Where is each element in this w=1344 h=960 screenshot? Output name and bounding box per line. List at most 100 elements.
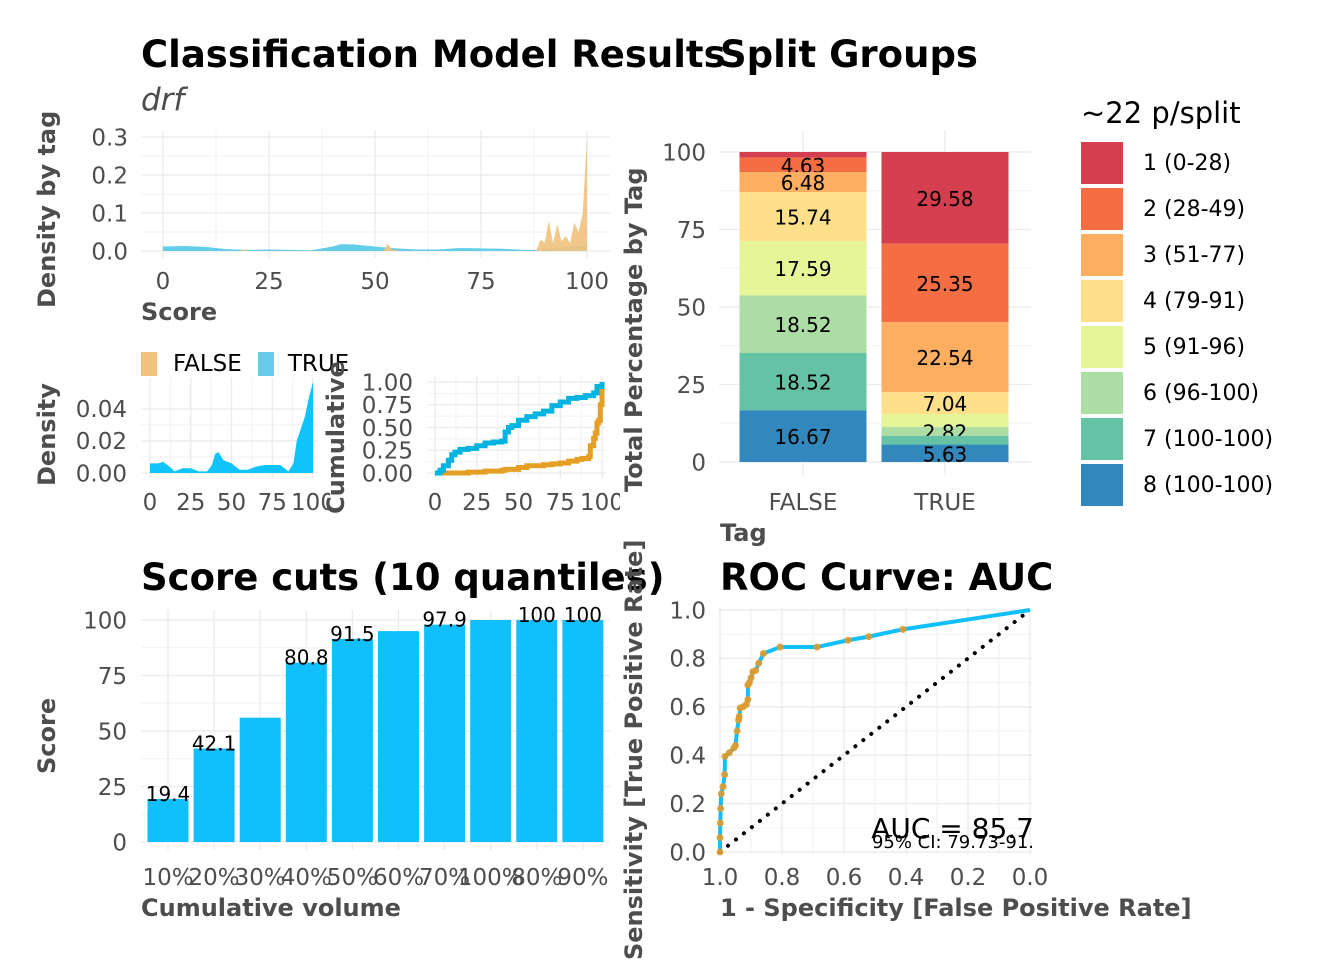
score-cuts-y-tick-label: 100 — [83, 608, 127, 634]
roc-point — [719, 783, 727, 791]
score-cuts-y-tick-label: 25 — [98, 775, 127, 801]
density-by-tag-y-tick-label: 0.2 — [91, 163, 128, 189]
split-bar-label: 29.58 — [916, 187, 973, 211]
density-by-tag-x-tick-label: 25 — [254, 269, 283, 295]
split-bar-segment — [881, 392, 1009, 414]
legend-swatch — [1081, 418, 1123, 460]
legend-label: 1 (0-28) — [1143, 150, 1232, 176]
legend-swatch — [1081, 234, 1123, 276]
roc-point — [899, 625, 907, 633]
legend-label: 8 (100-100) — [1143, 472, 1274, 498]
score-cuts-x-tick-label: 90% — [557, 865, 608, 890]
cumulative-y-tick-label: 0.25 — [362, 439, 413, 465]
split-legend: ~22 p/split 1 (0-28) 2 (28-49) 3 (51-77) 4 … — [1081, 96, 1273, 508]
density-true-x-tick-label: 75 — [258, 490, 287, 516]
split-legend-item: 4 (79-91) — [1081, 278, 1273, 324]
split-groups-x-tick-label: FALSE — [769, 490, 838, 516]
density-by-tag-x-tick-label: 75 — [466, 269, 495, 295]
score-cuts-y-tick-label: 0 — [112, 830, 127, 856]
legend-label: 6 (96-100) — [1143, 380, 1260, 406]
split-bar-label: 25.35 — [916, 272, 973, 296]
split-groups-y-tick-label: 25 — [677, 373, 706, 399]
roc-point — [813, 643, 821, 651]
split-legend-item: 7 (100-100) — [1081, 416, 1273, 462]
score-cuts-ylabel: Score — [33, 697, 61, 774]
cumulative-false-line — [435, 382, 605, 476]
score-cuts-x-tick-label: 50% — [327, 865, 378, 890]
roc-point — [735, 712, 743, 720]
score-cuts-y-tick-label: 75 — [98, 664, 127, 690]
cumulative-x-tick-label: 50 — [504, 490, 533, 516]
density-by-tag-y-tick-label: 0.1 — [91, 201, 128, 227]
split-groups-x-tick-label: TRUE — [913, 490, 975, 516]
cumulative-x-tick-label: 75 — [546, 490, 575, 516]
legend-label: 2 (28-49) — [1143, 196, 1246, 222]
legend-true-label: TRUE — [287, 351, 350, 377]
legend-swatch — [1081, 280, 1123, 322]
cumulative-y-tick-label: 1.00 — [362, 370, 413, 396]
score-cuts-x-tick-label: 30% — [235, 865, 286, 890]
split-bar-segment — [881, 413, 1009, 428]
roc-point — [755, 659, 763, 667]
roc-point — [747, 674, 755, 682]
roc-chart: 1.0 0.8 0.6 0.4 0.2 0.0 0.0 0.2 0.4 0.6 0.8 1.0 AUC … — [669, 598, 1048, 890]
roc-auc-label: AUC = 85.7 — [871, 812, 1034, 845]
cumulative-y-tick-label: 0.50 — [362, 416, 413, 442]
legend-false-swatch — [141, 352, 157, 376]
cumulative-chart: 0 25 50 75 100 0.000.250.500.751.00 — [362, 370, 620, 516]
cumulative-x-tick-label: 0 — [428, 490, 443, 516]
score-cuts-x-tick-label: 70% — [419, 865, 470, 890]
legend-swatch — [1081, 326, 1123, 368]
roc-ci-label: 95% CI: 79.73-91. — [872, 832, 1034, 853]
split-legend-item: 5 (91-96) — [1081, 324, 1273, 370]
roc-x-tick-label: 0.6 — [826, 865, 863, 890]
score-cut-bar — [285, 662, 327, 842]
roc-point — [744, 696, 752, 704]
score-cuts-y-tick-label: 50 — [98, 719, 127, 745]
density-true-y-tick-label: 0.00 — [76, 461, 127, 487]
roc-point — [733, 727, 741, 735]
roc-point — [716, 819, 724, 827]
split-bar-segment — [881, 444, 1009, 463]
split-legend-item: 8 (100-100) — [1081, 462, 1273, 508]
score-cuts-x-tick-label: 20% — [189, 865, 240, 890]
split-legend-item: 3 (51-77) — [1081, 232, 1273, 278]
split-bar-label: 22.54 — [916, 346, 973, 370]
score-cuts-chart: 10%20%30%40%50%60%70%100%80%90% 0 25 50 75 10… — [83, 603, 610, 890]
legend-label: 3 (51-77) — [1143, 242, 1246, 268]
cumulative-x-tick-label: 25 — [462, 490, 491, 516]
split-groups-ylabel: Total Percentage by Tag — [620, 167, 648, 492]
roc-y-tick-label: 0.4 — [669, 743, 706, 769]
score-cut-bar — [147, 798, 189, 842]
split-bar-label: 18.52 — [774, 313, 831, 337]
cumulative-x-tick-label: 100 — [580, 490, 620, 516]
density-true-x-tick-label: 50 — [217, 490, 246, 516]
legend-swatch — [1081, 464, 1123, 506]
split-bar-label: 7.04 — [923, 392, 968, 416]
cumulative-y-tick-label: 0.00 — [362, 461, 413, 487]
roc-x-tick-label: 0.2 — [950, 865, 987, 890]
legend-swatch — [1081, 188, 1123, 230]
split-bar-segment — [881, 152, 1009, 244]
roc-x-tick-label: 1.0 — [702, 865, 739, 890]
split-groups-y-tick-label: 0 — [691, 450, 706, 476]
score-cut-label: 19.4 — [146, 782, 191, 806]
score-cut-label: 100 — [518, 603, 556, 627]
score-cut-bar — [378, 631, 419, 842]
split-bar-segment — [739, 352, 867, 411]
roc-ylabel: Sensitivity [True Positive Rate] — [620, 539, 648, 960]
density-true-x-tick-label: 0 — [143, 490, 158, 516]
legend-label: 4 (79-91) — [1143, 288, 1246, 314]
score-cuts-x-tick-label: 80% — [511, 865, 562, 890]
legend-false-label: FALSE — [173, 351, 242, 377]
model-subtitle: drf — [141, 82, 185, 118]
roc-point — [721, 771, 729, 779]
roc-point — [776, 643, 784, 651]
density-true-chart: 0 25 50 75 100 0.00 0.02 0.04 — [76, 378, 330, 516]
score-cuts-x-tick-label: 40% — [281, 865, 332, 890]
score-cut-bar — [193, 748, 235, 842]
roc-point — [752, 667, 760, 674]
split-bar-label: 18.52 — [774, 371, 831, 395]
split-legend-item: 6 (96-100) — [1081, 370, 1273, 416]
cumulative-y-tick-label: 0.75 — [362, 393, 413, 419]
